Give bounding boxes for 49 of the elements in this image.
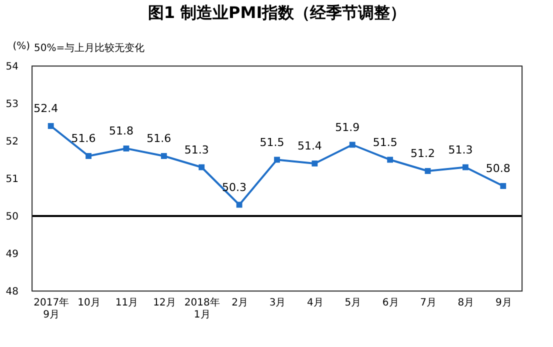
y-tick-label: 50 bbox=[6, 212, 18, 222]
x-tick-label: 7月 bbox=[420, 298, 436, 308]
point bbox=[424, 168, 431, 174]
data-label: 51.5 bbox=[372, 136, 398, 149]
x-tick-label: 11月 bbox=[115, 298, 138, 308]
x-tick-label: 10月 bbox=[78, 298, 100, 308]
x-tick-label: 3月 bbox=[269, 298, 286, 308]
point bbox=[123, 146, 130, 152]
point bbox=[236, 202, 242, 208]
data-label: 51.6 bbox=[71, 132, 96, 145]
point bbox=[387, 156, 394, 163]
point bbox=[198, 164, 205, 170]
data-label: 52.4 bbox=[34, 102, 58, 115]
data-label: 51.6 bbox=[146, 132, 172, 145]
data-label: 51.8 bbox=[108, 124, 134, 138]
point bbox=[312, 160, 318, 166]
x-tick-label: 9月 bbox=[495, 298, 512, 308]
x-tick-label: 5月 bbox=[344, 298, 362, 308]
point bbox=[462, 164, 468, 170]
x-tick-label: 6月 bbox=[382, 298, 399, 308]
point bbox=[48, 123, 54, 129]
point bbox=[86, 153, 92, 159]
x-tick-label: 2018年 1月 bbox=[184, 296, 220, 320]
y-tick-label: 52 bbox=[6, 136, 18, 148]
point bbox=[160, 153, 167, 159]
data-label: 51.4 bbox=[297, 140, 322, 152]
data-label: 50.8 bbox=[486, 162, 510, 175]
y-tick-label: 54 bbox=[6, 62, 18, 72]
point bbox=[274, 156, 280, 163]
point bbox=[500, 183, 506, 189]
y-tick-label: 51 bbox=[6, 174, 18, 185]
data-label: 50.3 bbox=[222, 180, 247, 194]
y-tick-label: 48 bbox=[6, 286, 18, 298]
x-tick-label: 2月 bbox=[232, 298, 248, 308]
data-label: 51.3 bbox=[184, 143, 209, 156]
y-axis-title: (%) bbox=[12, 41, 30, 52]
x-tick-label: 12月 bbox=[153, 298, 176, 308]
x-tick-label: 2017年 9月 bbox=[34, 296, 70, 320]
data-label: 51.3 bbox=[448, 143, 473, 156]
data-label: 51.5 bbox=[260, 136, 284, 149]
data-label: 51.2 bbox=[410, 147, 436, 160]
x-tick-label: 8月 bbox=[458, 298, 474, 308]
point bbox=[349, 142, 356, 148]
x-tick-label: 4月 bbox=[307, 298, 324, 308]
chart-title: 图1 制造业PMI指数（经季节调整） bbox=[148, 3, 406, 22]
y-tick-label: 49 bbox=[6, 249, 18, 260]
y-tick-label: 53 bbox=[6, 99, 18, 110]
text: 50%=与上月比较无变化 bbox=[34, 42, 145, 54]
data-label: 51.9 bbox=[335, 120, 360, 134]
